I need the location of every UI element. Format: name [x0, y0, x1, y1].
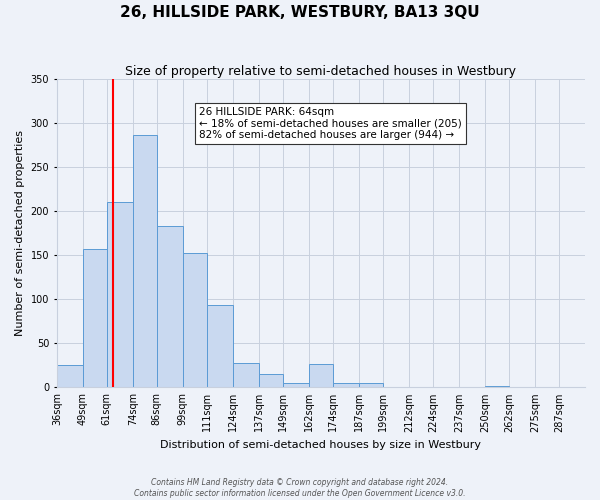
- Text: Contains HM Land Registry data © Crown copyright and database right 2024.
Contai: Contains HM Land Registry data © Crown c…: [134, 478, 466, 498]
- Bar: [207, 306, 233, 388]
- Bar: [57, 366, 83, 388]
- Bar: [333, 383, 359, 388]
- Bar: [485, 386, 509, 388]
- Text: 26, HILLSIDE PARK, WESTBURY, BA13 3QU: 26, HILLSIDE PARK, WESTBURY, BA13 3QU: [120, 5, 480, 20]
- Bar: [283, 383, 309, 388]
- Y-axis label: Number of semi-detached properties: Number of semi-detached properties: [15, 130, 25, 336]
- X-axis label: Distribution of semi-detached houses by size in Westbury: Distribution of semi-detached houses by …: [160, 440, 481, 450]
- Bar: [183, 254, 207, 388]
- Bar: [133, 134, 157, 388]
- Bar: [83, 249, 107, 388]
- Bar: [157, 226, 183, 388]
- Bar: [359, 383, 383, 388]
- Bar: [233, 362, 259, 388]
- Bar: [107, 202, 133, 388]
- Title: Size of property relative to semi-detached houses in Westbury: Size of property relative to semi-detach…: [125, 65, 517, 78]
- Bar: [309, 364, 333, 388]
- Text: 26 HILLSIDE PARK: 64sqm
← 18% of semi-detached houses are smaller (205)
82% of s: 26 HILLSIDE PARK: 64sqm ← 18% of semi-de…: [199, 107, 462, 140]
- Bar: [259, 374, 283, 388]
